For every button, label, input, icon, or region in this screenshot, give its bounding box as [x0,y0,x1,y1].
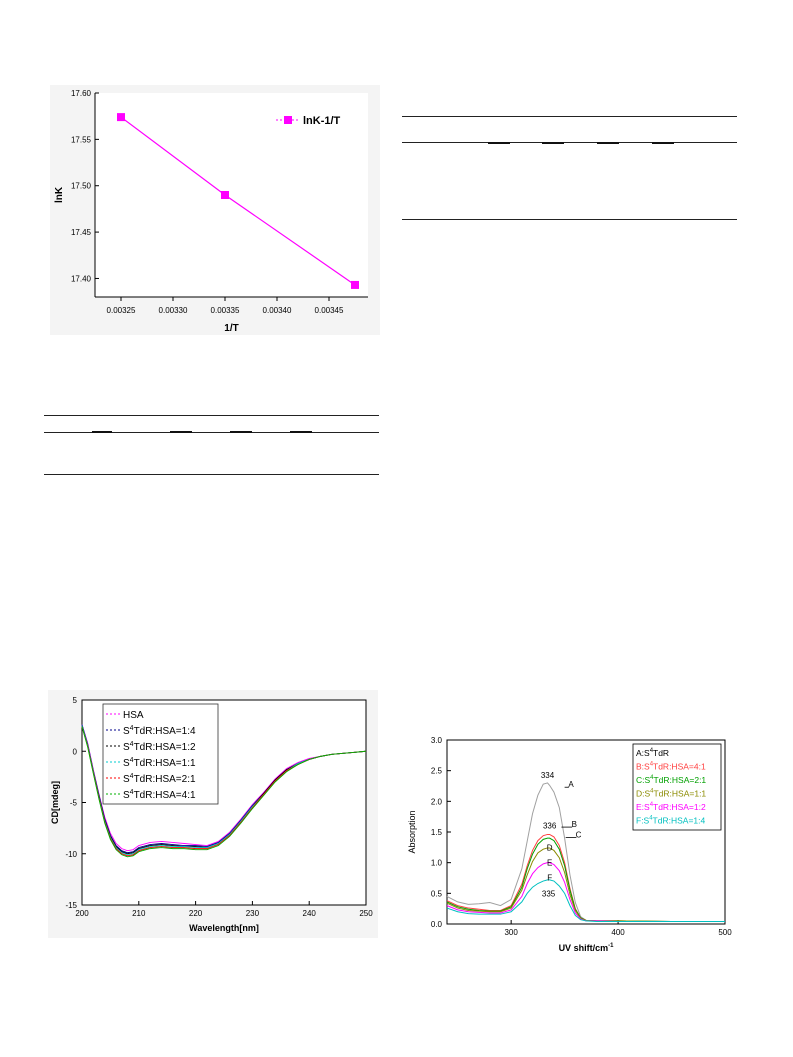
lnk-chart: 17.40 17.45 17.50 17.55 17.60 0.00325 0.00330 0… [54,89,368,334]
uv-chart: 3.0 2.5 2.0 1.5 1.0 0.5 0.0 300 400 500 UV shift/c… [407,736,732,953]
table-mark [542,142,564,144]
x-axis-label: 1/T [224,323,238,334]
y-tick-label: 0.0 [431,920,443,929]
x-tick-label: 220 [189,909,203,918]
legend-label: B:S4TdR:HSA=4:1 [636,762,706,772]
table-mark [488,142,510,144]
y-axis-label: Absorption [407,810,417,853]
legend-label: S4TdR:HSA=1:2 [123,741,196,753]
legend-label: lnK-1/T [303,115,341,127]
series-line [81,724,367,852]
y-tick-label: 0 [73,747,78,756]
annotation-label: F [547,873,552,882]
x-axis-label: Wavelength[nm] [189,923,259,933]
x-tick-label: 400 [611,928,625,937]
legend-label: A:S4TdR [636,748,669,758]
legend-label: S4TdR:HSA=1:1 [123,757,196,769]
data-point [351,280,359,289]
legend-box [632,743,722,831]
y-tick-label: 17.40 [71,274,92,283]
data-point [117,113,125,122]
table-mark [92,431,112,433]
x-tick-label: 240 [303,909,317,918]
series-line [81,726,367,858]
x-tick-label: 0.00325 [107,306,136,315]
legend-label: S4TdR:HSA=1:4 [123,725,196,737]
legend-marker [284,116,292,124]
x-tick-label: 0.00335 [211,306,240,315]
x-tick-label: 0.00345 [315,306,344,315]
y-tick-label: 1.5 [431,828,443,837]
series-line [446,847,725,923]
y-tick-label: -5 [70,799,78,808]
y-axis-label: CD[mdeg] [50,781,60,824]
annotation-label: C [576,831,582,840]
annotation-label: A [568,780,574,789]
y-tick-label: 17.50 [71,182,92,191]
annotation-label: D [547,843,553,852]
table-mark [290,431,312,433]
x-tick-label: 0.00330 [159,306,188,315]
x-tick-label: 300 [504,928,518,937]
y-tick-label: 3.0 [431,736,443,745]
legend-label: S4TdR:HSA=2:1 [123,773,196,785]
table-mark [170,431,192,433]
y-tick-label: 17.60 [71,89,92,98]
y-tick-label: -15 [65,901,77,910]
y-tick-label: 17.55 [71,135,92,144]
table-rule-mid-left-2 [44,432,379,433]
series-line [446,879,725,923]
y-tick-label: 2.5 [431,767,443,776]
figure-lnk-vs-inverse-temperature: 17.40 17.45 17.50 17.55 17.60 0.00325 0.00330 0… [50,85,380,335]
x-tick-label: 500 [718,928,732,937]
legend-label: D:S4TdR:HSA=1:1 [636,789,706,799]
legend-label: S4TdR:HSA=4:1 [123,789,196,801]
table-mark [597,142,619,144]
y-axis-label: lnK [54,186,65,203]
y-tick-label: 0.5 [431,889,443,898]
annotation-label: 336 [543,821,557,830]
table-rule-mid-left-1 [44,415,379,416]
legend-label: E:S4TdR:HSA=1:2 [636,802,706,812]
x-tick-label: 200 [75,909,89,918]
x-axis-label: UV shift/cm-1 [559,943,615,953]
y-tick-label: -10 [65,850,77,859]
y-tick-label: 2.0 [431,797,443,806]
legend-label: C:S4TdR:HSA=2:1 [636,775,706,785]
x-tick-label: 250 [359,909,373,918]
annotation-label: E [547,859,552,868]
table-mark [652,142,674,144]
x-tick-label: 230 [246,909,260,918]
x-tick-label: 210 [132,909,146,918]
y-tick-label: 17.45 [71,228,92,237]
table-mark [230,431,252,433]
annotation-label: 334 [541,771,555,780]
table-rule-top-right-2 [402,142,737,143]
data-point [221,191,229,199]
annotation-label: B [572,820,577,829]
figure-cd-spectra: 5 0 -5 -10 -15 200 210 220 230 240 250 Wavelength[n… [48,690,378,938]
figure-uv-absorption: 3.0 2.5 2.0 1.5 1.0 0.5 0.0 300 400 500 UV shift/c… [405,732,735,972]
y-tick-label: 5 [73,696,78,705]
table-rule-mid-left-3 [44,474,379,475]
table-rule-top-right-1 [402,116,737,117]
legend-box [102,703,219,805]
annotation-label: 335 [542,889,556,898]
legend-label: HSA [123,710,144,721]
table-rule-top-right-3 [402,219,737,220]
y-tick-label: 1.0 [431,859,443,868]
legend-label: F:S4TdR:HSA=1:4 [636,816,705,826]
x-tick-label: 0.00340 [263,306,292,315]
